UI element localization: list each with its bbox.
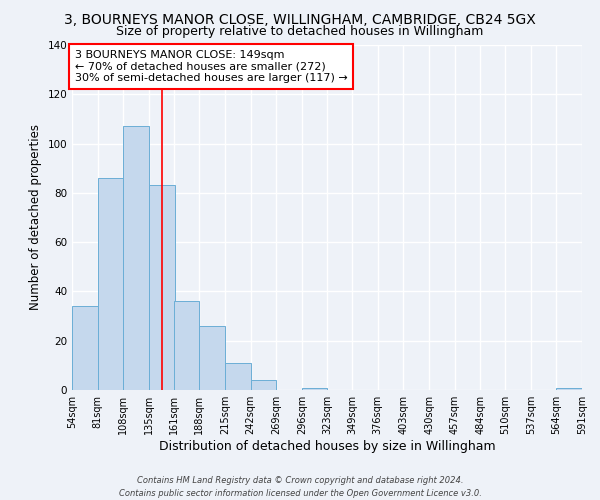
Text: Size of property relative to detached houses in Willingham: Size of property relative to detached ho… — [116, 25, 484, 38]
Text: Contains HM Land Registry data © Crown copyright and database right 2024.
Contai: Contains HM Land Registry data © Crown c… — [119, 476, 481, 498]
Bar — [98, 178, 123, 390]
Bar — [225, 363, 251, 390]
Y-axis label: Number of detached properties: Number of detached properties — [29, 124, 42, 310]
Bar — [123, 126, 149, 390]
X-axis label: Distribution of detached houses by size in Willingham: Distribution of detached houses by size … — [158, 440, 496, 453]
Bar — [251, 380, 276, 390]
Bar — [302, 388, 328, 390]
Bar — [199, 326, 225, 390]
Bar — [173, 302, 199, 390]
Bar — [149, 186, 175, 390]
Bar — [72, 306, 98, 390]
Text: 3 BOURNEYS MANOR CLOSE: 149sqm
← 70% of detached houses are smaller (272)
30% of: 3 BOURNEYS MANOR CLOSE: 149sqm ← 70% of … — [75, 50, 347, 83]
Bar — [556, 388, 582, 390]
Text: 3, BOURNEYS MANOR CLOSE, WILLINGHAM, CAMBRIDGE, CB24 5GX: 3, BOURNEYS MANOR CLOSE, WILLINGHAM, CAM… — [64, 12, 536, 26]
